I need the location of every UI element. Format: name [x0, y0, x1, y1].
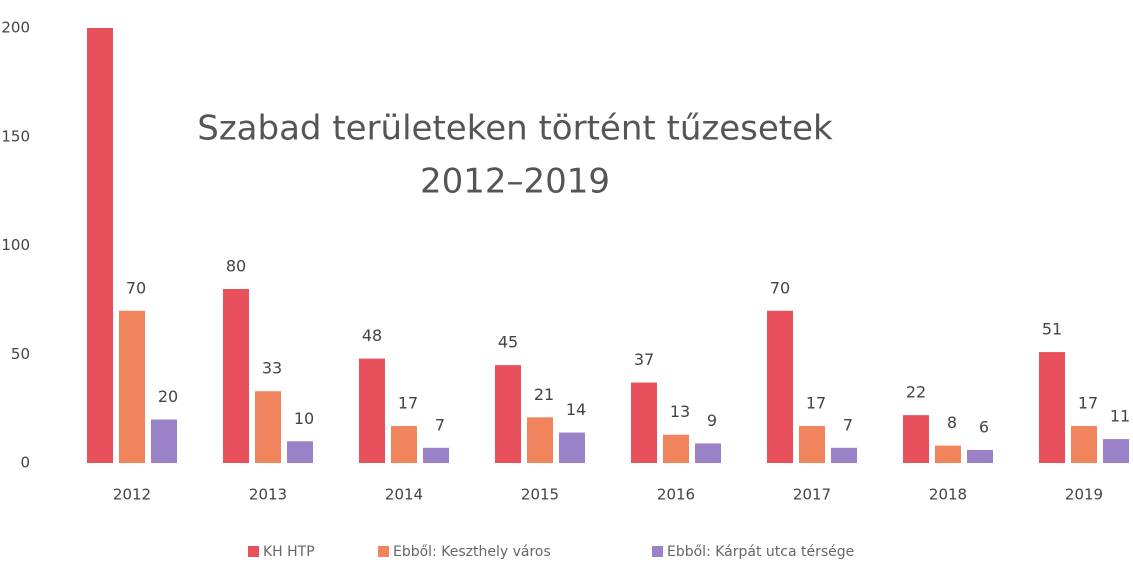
value-label: 70	[770, 278, 790, 297]
chart-title: Szabad területeken történt tűzesetek	[197, 109, 833, 149]
legend-swatch	[248, 546, 259, 557]
x-tick-label: 2019	[1065, 486, 1103, 504]
bar	[223, 289, 249, 463]
bar	[967, 449, 993, 463]
x-tick-label: 2014	[385, 486, 423, 504]
legend-label: Ebből: Keszthely város	[393, 544, 551, 560]
y-tick-label: 50	[11, 345, 30, 363]
bar	[119, 310, 145, 463]
x-tick-label: 2017	[793, 486, 831, 504]
bar	[663, 434, 689, 463]
value-label: 7	[435, 415, 445, 434]
bar	[695, 443, 721, 463]
value-label: 6	[979, 417, 989, 436]
value-label: 21	[534, 385, 554, 404]
value-label: 70	[126, 278, 146, 297]
y-tick-label: 100	[1, 236, 30, 254]
x-tick-label: 2015	[521, 486, 559, 504]
bar	[903, 415, 929, 463]
bar	[391, 426, 417, 463]
x-tick-label: 2018	[929, 486, 967, 504]
value-label: 14	[566, 400, 586, 419]
value-label: 48	[362, 326, 382, 345]
value-label: 10	[294, 409, 314, 428]
bar	[799, 426, 825, 463]
bar	[423, 447, 449, 463]
value-label: 17	[806, 394, 826, 413]
x-tick-label: 2012	[113, 486, 151, 504]
bar	[935, 445, 961, 463]
x-tick-label: 2016	[657, 486, 695, 504]
bar	[1039, 352, 1065, 463]
bar	[831, 447, 857, 463]
value-label: 17	[398, 394, 418, 413]
bar	[527, 417, 553, 463]
value-label: 8	[947, 413, 957, 432]
bar	[151, 419, 177, 463]
bar	[287, 441, 313, 463]
legend-label: KH HTP	[263, 544, 315, 560]
bar	[87, 28, 113, 463]
value-label: 20	[158, 387, 178, 406]
value-label: 11	[1110, 407, 1130, 426]
bar	[255, 391, 281, 463]
value-label: 33	[262, 359, 282, 378]
value-label: 9	[707, 411, 717, 430]
bar	[767, 310, 793, 463]
x-tick-label: 2013	[249, 486, 287, 504]
legend-swatch	[652, 546, 663, 557]
bar	[631, 382, 657, 463]
y-tick-label: 150	[1, 127, 30, 145]
y-tick-label: 200	[1, 19, 30, 37]
bar	[1071, 426, 1097, 463]
bar	[359, 358, 385, 463]
value-label: 80	[226, 257, 246, 276]
value-label: 7	[843, 415, 853, 434]
value-label: 13	[670, 402, 690, 421]
value-label: 17	[1078, 394, 1098, 413]
bar	[1103, 439, 1129, 463]
bar	[559, 432, 585, 463]
value-label: 22	[906, 383, 926, 402]
legend-label: Ebből: Kárpát utca térsége	[667, 544, 854, 560]
chart-subtitle: 2012–2019	[420, 162, 610, 202]
value-label: 45	[498, 333, 518, 352]
y-tick-label: 0	[20, 454, 30, 472]
value-label: 51	[1042, 320, 1062, 339]
legend-swatch	[378, 546, 389, 557]
bar	[495, 365, 521, 463]
value-label: 37	[634, 350, 654, 369]
